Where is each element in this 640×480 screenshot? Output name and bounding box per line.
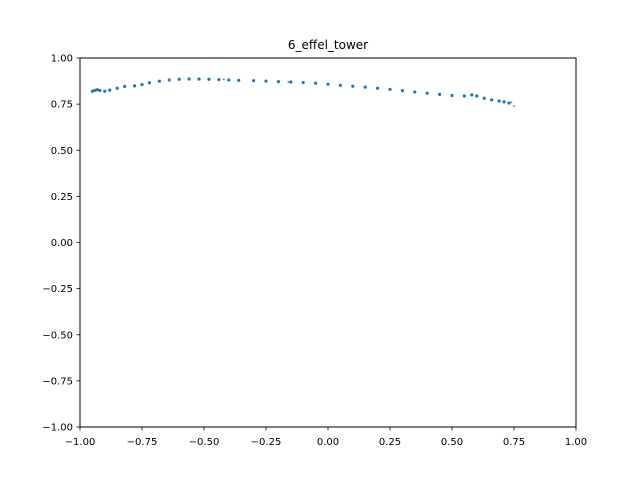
data-point [490,98,494,102]
data-point [132,84,137,88]
data-point [413,90,417,94]
data-point [276,80,280,84]
data-point [115,86,119,90]
data-point [289,80,293,84]
plot-frame [79,57,577,428]
data-point [438,92,442,96]
data-point [187,77,191,81]
data-point [510,101,513,104]
data-point [264,79,268,83]
x-tick-label: 0.25 [379,437,401,448]
x-tick-label: −0.50 [189,437,220,448]
data-point [223,78,225,81]
data-point [177,77,181,81]
data-point [217,77,221,82]
data-point [123,84,127,89]
data-point [376,86,380,90]
x-tick-label: 0.50 [441,437,463,448]
data-point [482,96,486,100]
data-point [227,78,231,82]
data-point [338,83,342,87]
series-1 [223,78,515,107]
y-tick-label: −1.00 [42,423,73,434]
data-point [497,99,501,103]
data-point [462,94,466,98]
data-point [502,100,506,104]
data-point [93,88,97,92]
x-tick-label: −0.75 [127,437,158,448]
data-point [237,78,241,82]
x-axis-ticks: −1.00 −0.75 −0.50 −0.25 0.00 0.25 0.50 0.75 1.00 [65,427,587,448]
y-tick-label: 1.00 [51,54,73,65]
data-point [108,88,112,92]
data-point [507,101,511,105]
series-0 [90,77,511,105]
chart-title: 6_effel_tower [288,38,368,52]
data-point [400,89,404,93]
data-point [513,105,515,107]
data-point [314,81,318,85]
y-tick-label: 0.00 [51,238,73,249]
data-point [425,91,429,95]
data-point [98,88,102,93]
data-point [252,79,256,83]
data-point [167,78,171,82]
data-point [351,84,355,88]
x-tick-label: 1.00 [565,437,587,448]
x-tick-label: 0.00 [317,437,339,448]
data-point [95,88,99,92]
data-point [450,93,454,98]
data-point [326,82,330,86]
data-point [301,80,305,85]
series-layer [90,77,515,107]
y-tick-label: −0.50 [42,330,73,341]
y-tick-label: 0.50 [51,146,73,157]
data-point [157,79,161,83]
data-point [207,77,211,81]
data-point [197,77,201,81]
y-tick-label: −0.25 [42,284,73,295]
data-point [363,85,367,89]
data-point [103,89,107,93]
y-tick-label: 0.25 [51,192,73,203]
x-tick-label: −1.00 [65,437,96,448]
data-point [471,94,473,96]
data-point [147,81,152,85]
data-point [388,87,392,91]
y-tick-label: 0.75 [51,100,73,111]
x-tick-label: 0.75 [503,437,525,448]
x-tick-label: −0.25 [251,437,282,448]
data-point [140,82,144,87]
data-point [475,94,479,98]
y-axis-ticks: −1.00 −0.75 −0.50 −0.25 0.00 0.25 0.50 0.75 1.00 [42,54,80,434]
y-tick-label: −0.75 [42,376,73,387]
data-point [287,81,290,83]
data-point [90,89,94,93]
